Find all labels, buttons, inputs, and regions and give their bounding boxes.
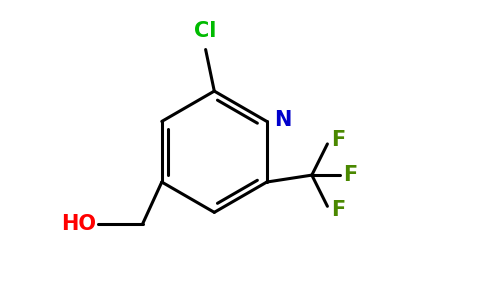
Text: N: N (274, 110, 291, 130)
Text: F: F (331, 130, 345, 151)
Text: Cl: Cl (195, 21, 217, 41)
Text: F: F (343, 165, 357, 185)
Text: HO: HO (61, 214, 96, 234)
Text: F: F (331, 200, 345, 220)
